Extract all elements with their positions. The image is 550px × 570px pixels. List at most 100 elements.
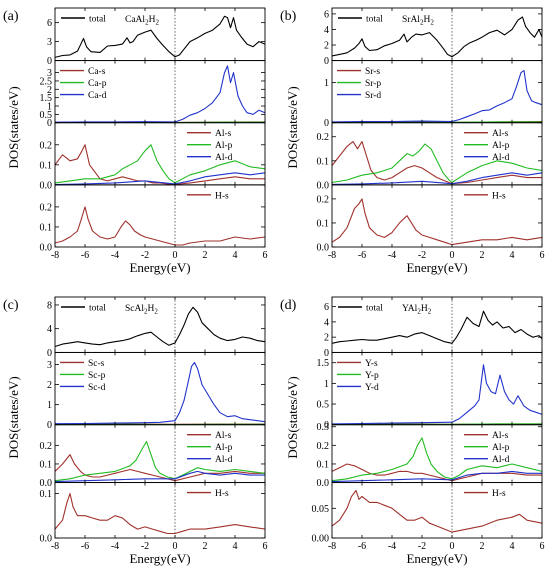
- x-axis-label: Energy(eV): [129, 551, 190, 566]
- legend-label-ca-p: Ca-p: [88, 79, 107, 89]
- legend-label-sr-d: Sr-d: [365, 91, 381, 101]
- legend-label-total: total: [89, 15, 106, 25]
- y-tick-label: 0.1: [317, 459, 330, 470]
- y-tick-label: 0.2: [40, 202, 53, 213]
- y-tick-label: 1: [324, 78, 329, 89]
- x-tick-label: 0: [173, 250, 178, 261]
- y-tick-label: 2.5: [40, 76, 53, 87]
- legend: H-s: [187, 489, 229, 499]
- compound-label: SrAl2H2: [402, 15, 434, 27]
- legend: Sc-s Sc-p Sc-d: [60, 359, 106, 393]
- x-axis-label: Energy(eV): [129, 260, 190, 275]
- x-tick-label: -6: [81, 541, 89, 552]
- legend-label-y-p: Y-p: [365, 371, 379, 381]
- y-tick-label: 2: [324, 41, 329, 52]
- y-axis-label: DOS(states/eV): [6, 376, 21, 458]
- subplot-frame: [331, 482, 543, 539]
- legend-label-y-s: Y-s: [365, 359, 378, 369]
- series-total-line: [331, 310, 543, 344]
- subplot-frame: [331, 184, 543, 248]
- y-axis-label: DOS(states/eV): [6, 86, 21, 168]
- y-tick-label: 0.0: [40, 180, 53, 191]
- compound-part: 2: [420, 19, 424, 27]
- y-tick-label: 0.1: [40, 160, 53, 171]
- series-al-s-line: [54, 454, 265, 482]
- y-tick-label: 0: [47, 420, 52, 431]
- series-al-p-line: [54, 441, 266, 482]
- compound-part: 2: [417, 308, 421, 316]
- compound-part: H: [149, 15, 156, 25]
- y-tick-label: 6: [324, 9, 329, 20]
- legend-label-al-p: Al-p: [215, 141, 233, 151]
- subplot-2: 0 1 2 3 Sc-s Sc-p Sc-d: [47, 351, 266, 431]
- legend-label-al-d: Al-d: [492, 153, 510, 163]
- y-tick-label: 0.0: [317, 243, 330, 254]
- y-tick-label: 0.2: [317, 194, 330, 205]
- series-sr-d-line: [331, 70, 543, 123]
- subplot-4: 0.0 0.1 H-s: [40, 482, 266, 545]
- y-tick-label: 0: [47, 118, 52, 129]
- compound-part: SrAl: [402, 15, 420, 25]
- legend: H-s: [464, 191, 506, 201]
- x-tick-label: 6: [540, 250, 545, 261]
- x-tick-label: -2: [141, 541, 149, 552]
- x-tick-label: 2: [203, 250, 208, 261]
- panel-label: (b): [280, 9, 297, 24]
- y-tick-label: 0.0: [317, 478, 330, 489]
- y-tick-label: 0.0: [40, 478, 53, 489]
- subplot-3: 0.0 0.1 0.2 0.3 Al-s Al-p Al-d: [317, 422, 543, 489]
- legend-label-ca-s: Ca-s: [88, 67, 106, 77]
- series-total-line: [54, 15, 266, 58]
- y-tick-label: 1.5: [40, 93, 53, 104]
- subplot-2: 0 0.5 1 1.5 Y-s Y-p Y-d: [317, 351, 543, 431]
- legend: total: [338, 15, 383, 25]
- y-tick-label: 0: [324, 420, 329, 431]
- y-tick-label: 2: [47, 380, 52, 391]
- subplot-3: 0.0 0.1 0.2 Al-s Al-p Al-d: [317, 122, 543, 191]
- subplot-frame: [331, 7, 543, 62]
- subplot-frame: [331, 351, 543, 426]
- compound-part: 2: [155, 19, 159, 27]
- y-tick-label: 0: [47, 348, 52, 359]
- x-tick-label: 2: [480, 250, 485, 261]
- x-axis-label: Energy(eV): [406, 551, 467, 566]
- y-tick-label: 2: [47, 85, 52, 96]
- legend-label-al-d: Al-d: [492, 455, 510, 465]
- series-al-s-line: [54, 144, 265, 186]
- subplot-frame: [54, 296, 266, 353]
- legend-label-al-p: Al-p: [492, 443, 510, 453]
- y-tick-label: 0.1: [317, 218, 330, 229]
- legend: Al-s Al-p Al-d: [187, 129, 233, 163]
- legend: Sr-s Sr-p Sr-d: [337, 67, 381, 101]
- x-tick-label: -4: [111, 541, 119, 552]
- x-tick-label: 4: [233, 250, 238, 261]
- y-tick-label: 0: [324, 56, 329, 67]
- x-tick-label: -2: [418, 250, 426, 261]
- x-tick-label: 0: [450, 541, 455, 552]
- legend-label-total: total: [366, 304, 383, 314]
- panel-label: (a): [3, 9, 19, 24]
- compound-part: YAl: [402, 304, 418, 314]
- panel-label: (c): [3, 298, 19, 313]
- x-tick-label: 2: [203, 541, 208, 552]
- x-tick-label: -6: [81, 250, 89, 261]
- y-tick-label: 1.5: [317, 358, 330, 369]
- x-tick-label: -8: [51, 541, 59, 552]
- series-h-s-line: [54, 492, 266, 535]
- legend: Al-s Al-p Al-d: [464, 129, 510, 163]
- x-tick-label: -2: [418, 541, 426, 552]
- series-al-s-line: [331, 463, 542, 482]
- y-tick-label: 0.2: [317, 132, 330, 143]
- subplot-4: 0.00 0.05 H-s: [312, 482, 543, 545]
- series-ca-d-line: [54, 65, 266, 123]
- legend-label-sr-s: Sr-s: [365, 67, 380, 77]
- y-tick-label: 0: [324, 348, 329, 359]
- series-h-s-line: [54, 206, 266, 246]
- y-axis-label: DOS(states/eV): [285, 376, 300, 458]
- y-tick-label: 0.00: [312, 534, 330, 545]
- legend-label-h-s: H-s: [492, 489, 506, 499]
- subplot-frame: [54, 60, 266, 124]
